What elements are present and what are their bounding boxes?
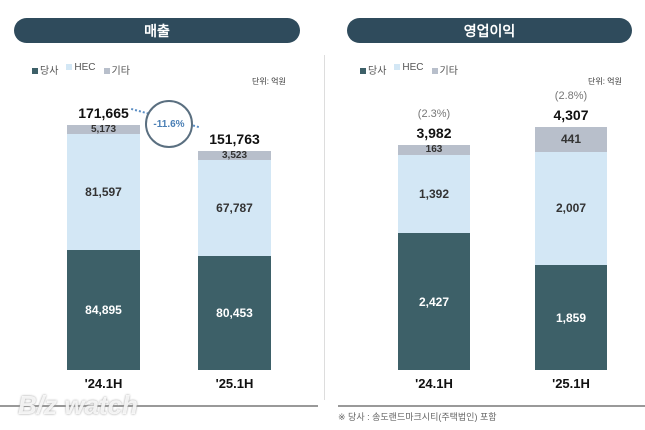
bar-segment-HEC: 81,597 <box>67 134 140 250</box>
op-profit-title: 영업이익 <box>347 18 632 43</box>
bar-segment-HEC: 67,787 <box>198 160 271 257</box>
bar-segment-기타: 441 <box>535 127 607 152</box>
bar-segment-당사: 80,453 <box>198 256 271 370</box>
bar-segment-기타: 5,173 <box>67 124 140 135</box>
bar-segment-당사: 1,859 <box>535 265 607 370</box>
margin-label: (2.3%) <box>417 108 451 121</box>
sales-title: 매출 <box>14 18 300 43</box>
divider <box>338 405 645 407</box>
legend-item: 기타 <box>431 62 458 77</box>
legend-item: HEC <box>66 62 96 77</box>
bar-segment-기타: 163 <box>398 144 470 155</box>
bar-segment-HEC: 2,007 <box>535 151 607 266</box>
bar-segment-당사: 84,895 <box>67 249 140 370</box>
total-label: 3,982 <box>416 125 452 142</box>
x-tick-label: '25.1H <box>215 376 254 391</box>
x-tick-label: '24.1H <box>415 376 453 391</box>
op-unit: 단위: 억원 <box>588 77 622 86</box>
total-label: 151,763 <box>209 131 260 148</box>
legend-item: 당사 <box>360 62 386 77</box>
bar-segment-HEC: 1,392 <box>398 154 470 234</box>
divider <box>324 55 325 400</box>
x-tick-label: '25.1H <box>552 376 590 391</box>
margin-label: (2.8%) <box>554 90 588 102</box>
legend-item: HEC <box>394 62 424 77</box>
legend-item: 기타 <box>103 62 130 77</box>
op-legend: 당사 HEC 기타 <box>360 62 458 77</box>
total-label: 4,307 <box>553 107 589 123</box>
total-label: 171,665 <box>78 105 129 122</box>
watermark-logo: B/z watch <box>18 390 138 420</box>
growth-badge: -11.6% <box>145 100 193 148</box>
sales-legend: 당사 HEC 기타 <box>32 62 130 77</box>
legend-item: 당사 <box>32 62 58 77</box>
bar-segment-기타: 3,523 <box>198 150 271 161</box>
divider <box>0 405 318 407</box>
x-tick-label: '24.1H <box>84 376 123 391</box>
sales-unit: 단위: 억원 <box>252 77 286 86</box>
footnote: ※ 당사 : 송도랜드마크시티(주택법인) 포함 <box>338 412 497 422</box>
bar-segment-당사: 2,427 <box>398 233 470 370</box>
